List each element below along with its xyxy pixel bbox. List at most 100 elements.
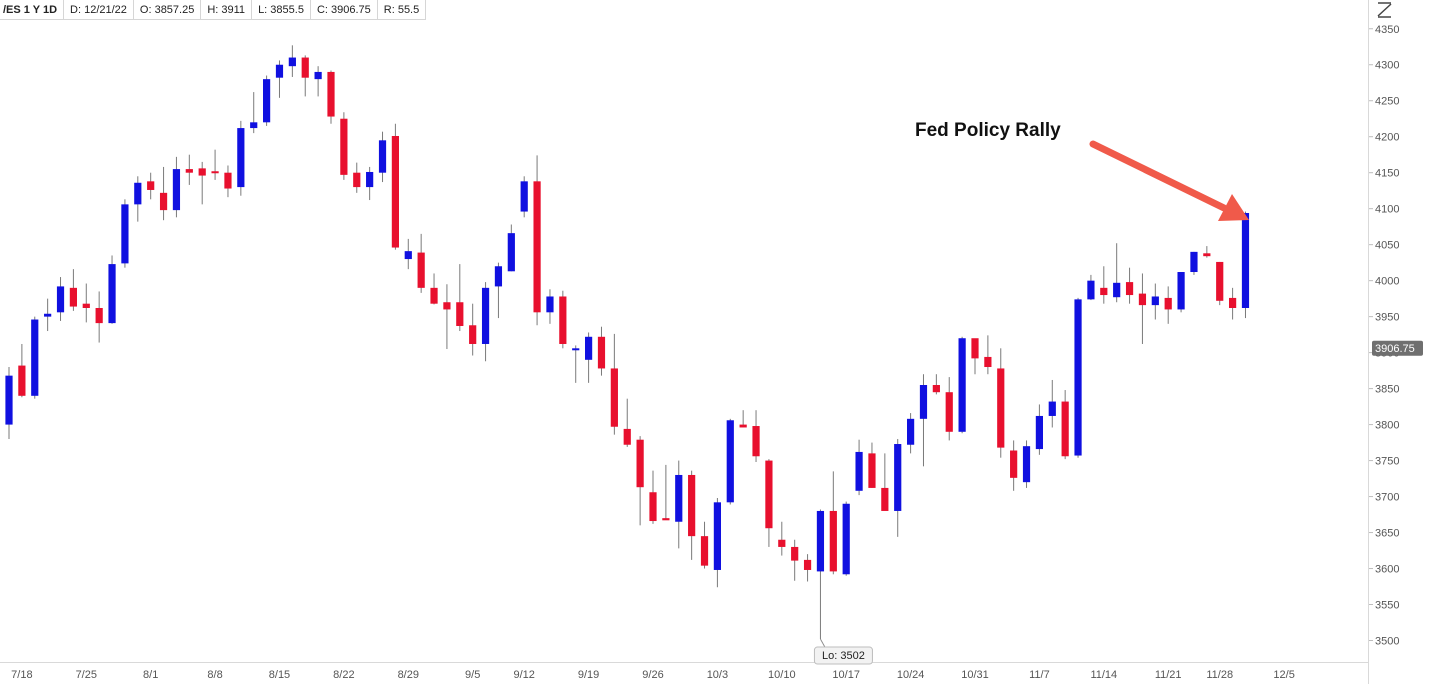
x-tick-label: 10/17 (832, 669, 860, 681)
collapse-corner-icon[interactable] (1372, 1, 1394, 19)
candle (1164, 286, 1172, 324)
candle (1022, 440, 1031, 488)
x-tick-label: 11/28 (1206, 669, 1233, 681)
candle-body (1113, 282, 1121, 298)
x-tick-label: 10/10 (768, 669, 796, 681)
candle-body (1125, 282, 1134, 296)
candle (82, 283, 90, 323)
candle (134, 176, 142, 222)
lowest-price-label: Lo: 3502 (822, 650, 865, 662)
candle (1035, 404, 1043, 455)
candle-body (1035, 415, 1043, 450)
candle (623, 398, 631, 447)
candle-body (997, 368, 1005, 448)
candle-body (417, 252, 425, 288)
candle (662, 464, 670, 521)
candle-body (1048, 401, 1056, 416)
symbol-label[interactable]: /ES 1 Y 1D (0, 0, 65, 20)
candle-body (56, 286, 65, 313)
candle (1010, 440, 1018, 491)
candle-body (327, 71, 335, 117)
x-tick-label: 7/18 (11, 669, 32, 681)
y-tick-label: 4350 (1375, 24, 1399, 36)
candle (275, 60, 284, 98)
high-readout: H: 3911 (201, 0, 253, 20)
last-price-tag-box (1372, 340, 1423, 356)
candle (353, 162, 361, 193)
range-readout: R: 55.5 (377, 0, 427, 20)
candle (636, 436, 644, 526)
candle-body (353, 172, 361, 188)
candle-body (456, 302, 464, 326)
candle (816, 509, 825, 640)
candle-body (623, 428, 631, 445)
candle-body (984, 356, 992, 368)
x-tick-label: 10/3 (707, 669, 728, 681)
candle (507, 224, 515, 272)
candle (211, 149, 219, 180)
candle (198, 161, 206, 205)
candle-body (134, 182, 142, 205)
annotation-fed-policy-rally: Fed Policy Rally (915, 120, 1061, 141)
candle-body (752, 426, 760, 457)
candle-body (919, 385, 928, 419)
candle (971, 338, 979, 375)
y-tick-label: 4200 (1375, 132, 1399, 144)
candle-body (44, 313, 52, 317)
y-tick-label: 3750 (1375, 456, 1399, 468)
candle-body (391, 135, 399, 248)
candle (250, 92, 258, 134)
candle (108, 255, 116, 324)
candle (533, 155, 541, 326)
candle-body (301, 57, 309, 78)
candle-body (159, 192, 168, 211)
candle-body (1151, 296, 1159, 306)
candle (1203, 246, 1211, 258)
candle-body (675, 474, 683, 522)
candle-body (507, 233, 515, 272)
candle-body (971, 338, 979, 359)
candle (430, 273, 438, 305)
candle (649, 470, 657, 524)
y-tick-label: 3700 (1375, 492, 1399, 504)
candle-body (494, 266, 503, 287)
candle-body (765, 460, 773, 529)
candle (752, 410, 760, 463)
candle (713, 497, 721, 588)
candle (1048, 379, 1056, 428)
candle (456, 264, 464, 332)
candle (945, 377, 953, 441)
candle-body (649, 492, 657, 522)
candle (44, 298, 52, 332)
candle (855, 439, 863, 496)
candle (481, 282, 490, 362)
y-tick-label: 4050 (1375, 240, 1399, 252)
x-tick-label: 9/19 (578, 669, 599, 681)
y-axis-ticks: 3500355036003650370037503800385039003950… (1369, 24, 1399, 648)
candle (1125, 267, 1134, 304)
y-tick-label: 4000 (1375, 276, 1399, 288)
candle-body (894, 444, 902, 511)
candle-body (340, 118, 348, 175)
candle (443, 284, 451, 350)
candle (404, 238, 412, 270)
candle-body (932, 385, 940, 393)
candle (610, 333, 618, 435)
candle-body (108, 264, 116, 324)
candle (1229, 287, 1237, 320)
candle-body (1022, 446, 1031, 483)
x-tick-label: 8/1 (143, 669, 158, 681)
candle (739, 410, 747, 428)
x-tick-label: 11/7 (1029, 669, 1050, 681)
candle-body (314, 71, 322, 80)
candle (1100, 266, 1108, 304)
candle-body (1087, 280, 1095, 300)
candle-body (533, 181, 541, 313)
candle (31, 316, 39, 399)
candle-body (5, 375, 13, 425)
candle-body (803, 559, 812, 570)
lowest-price-label-box (813, 646, 873, 665)
open-readout: O: 3857.25 (133, 0, 202, 20)
candle (868, 442, 876, 488)
